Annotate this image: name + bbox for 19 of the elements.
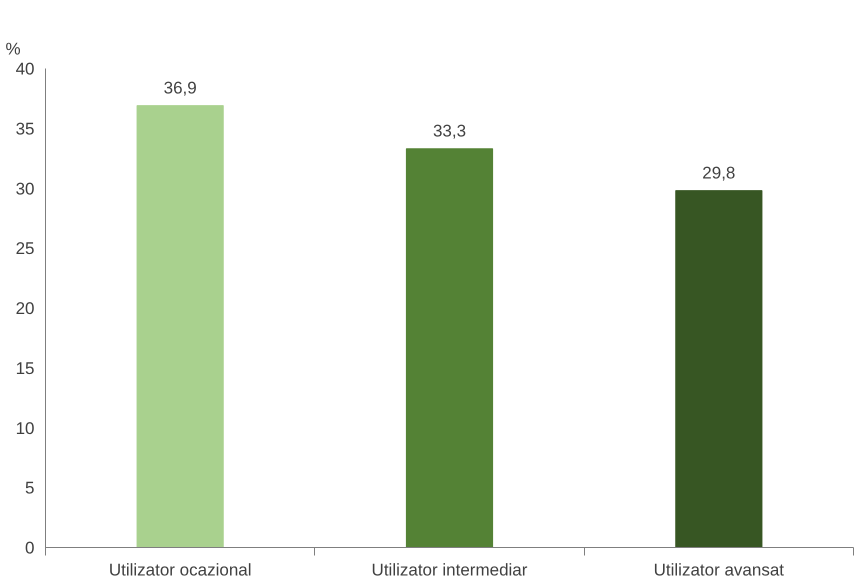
y-tick-label: 0 xyxy=(25,538,35,558)
x-tick-label: Utilizator ocazional xyxy=(108,560,252,580)
data-label: 29,8 xyxy=(702,164,736,183)
y-tick-label: 25 xyxy=(16,239,35,258)
y-tick-label: 40 xyxy=(16,60,35,78)
y-tick-label: 15 xyxy=(16,358,35,378)
x-tick-label: Utilizator avansat xyxy=(654,560,784,580)
bar xyxy=(136,105,224,548)
y-tick-label: 10 xyxy=(16,418,35,438)
y-tick-label: 5 xyxy=(25,478,35,498)
y-tick-label: 30 xyxy=(16,179,35,198)
bar xyxy=(675,190,762,548)
y-tick-label: 20 xyxy=(16,299,35,318)
x-tick-label: Utilizator intermediar xyxy=(372,560,528,580)
data-label: 33,3 xyxy=(432,122,466,141)
data-label: 36,9 xyxy=(164,78,197,98)
y-tick-label: 35 xyxy=(16,119,35,138)
y-axis-title: % xyxy=(6,40,21,58)
bar xyxy=(406,148,494,548)
